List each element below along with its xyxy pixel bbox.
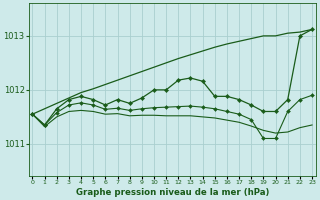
X-axis label: Graphe pression niveau de la mer (hPa): Graphe pression niveau de la mer (hPa) [76, 188, 269, 197]
